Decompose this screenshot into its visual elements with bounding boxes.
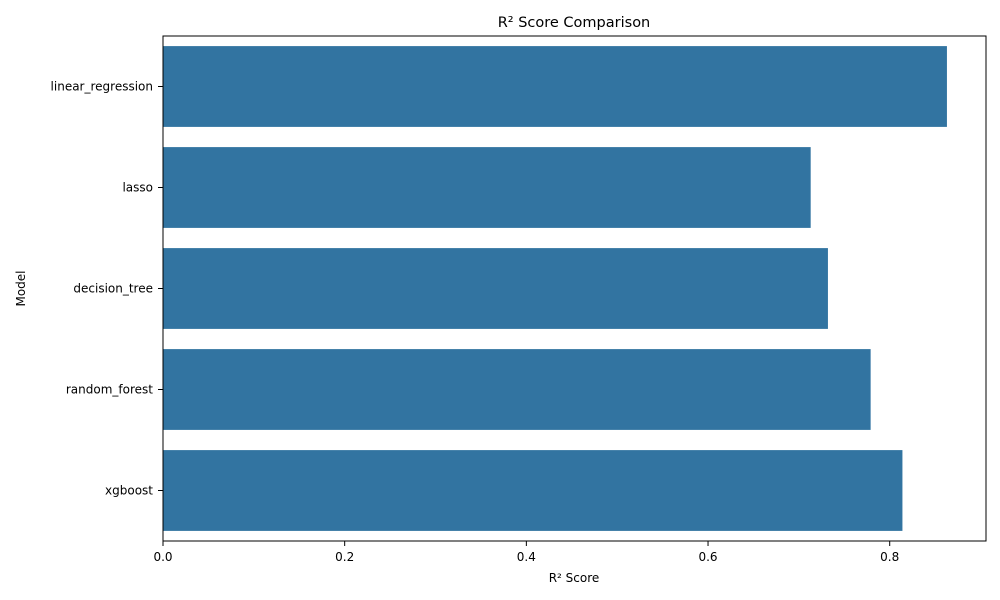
- bars-group: [163, 46, 947, 531]
- y-tick-label: linear_regression: [51, 80, 153, 94]
- x-axis-ticks: 0.0 0.2 0.4 0.6 0.8: [153, 541, 899, 564]
- bar-random-forest: [163, 349, 871, 430]
- y-tick-label: xgboost: [105, 484, 153, 498]
- x-tick-label: 0.6: [698, 550, 717, 564]
- y-axis-label: Model: [14, 270, 28, 306]
- x-tick-label: 0.8: [880, 550, 899, 564]
- x-tick-label: 0.2: [335, 550, 354, 564]
- chart-title: R² Score Comparison: [498, 15, 651, 31]
- y-tick-label: lasso: [122, 181, 153, 195]
- y-tick-label: decision_tree: [73, 282, 153, 296]
- x-tick-label: 0.0: [153, 550, 172, 564]
- x-axis-label: R² Score: [549, 571, 600, 585]
- bar-decision-tree: [163, 248, 828, 329]
- bar-linear-regression: [163, 46, 947, 127]
- plot-frame: [162, 35, 987, 542]
- bar-lasso: [163, 147, 811, 228]
- x-tick-label: 0.4: [517, 550, 536, 564]
- y-tick-label: random_forest: [66, 383, 153, 397]
- bar-xgboost: [163, 450, 903, 531]
